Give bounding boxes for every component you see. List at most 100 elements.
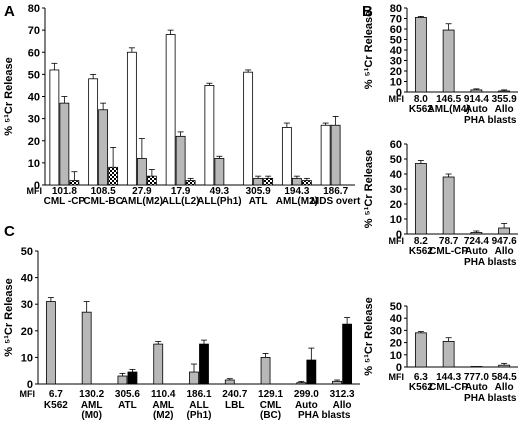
category-label-c-0: K562 bbox=[44, 400, 68, 411]
y-tick-label-b-80: 80 bbox=[390, 3, 402, 15]
mfi-value-b-2: 914.4 bbox=[464, 94, 489, 105]
y-axis-label-b3: % ⁵¹Cr Release bbox=[363, 297, 375, 376]
mfi-value-a-3: 17.9 bbox=[171, 186, 191, 197]
y-tick-label-b2-0: 0 bbox=[396, 229, 402, 241]
bar-c-gray-5 bbox=[224, 379, 235, 385]
mfi-value-a-2: 27.9 bbox=[132, 186, 152, 197]
bar-a-white-4 bbox=[204, 85, 215, 186]
bar-a-gray-4 bbox=[214, 158, 225, 186]
category-label-b2-2: Auto bbox=[465, 246, 488, 257]
y-tick-label-a-0: 0 bbox=[34, 180, 40, 192]
category-label-c-4: ALL bbox=[189, 400, 208, 411]
category-label-a-2: AML(M2) bbox=[121, 196, 163, 207]
category-label-b3-2: Auto bbox=[465, 382, 488, 393]
category-label-c-7: Auto bbox=[295, 400, 318, 411]
y-tick-label-b3-30: 30 bbox=[390, 325, 402, 337]
mfi-value-c-1: 130.2 bbox=[79, 389, 104, 400]
mfi-value-b-0: 8.0 bbox=[414, 94, 428, 105]
y-tick-label-b2-40: 40 bbox=[390, 169, 402, 181]
bar-a-white-0 bbox=[49, 69, 60, 186]
mfi-value-b2-1: 78.7 bbox=[439, 236, 459, 247]
category-sublabel-c-3: (M2) bbox=[153, 410, 174, 421]
mfi-value-a-5: 305.9 bbox=[246, 186, 271, 197]
y-tick-label-b2-50: 50 bbox=[390, 154, 402, 166]
mfi-value-b2-3: 947.6 bbox=[492, 236, 517, 247]
mfi-value-c-4: 186.1 bbox=[186, 389, 211, 400]
y-tick-label-c-0: 0 bbox=[27, 379, 33, 391]
mfi-value-b2-2: 724.4 bbox=[464, 236, 489, 247]
bar-c-gray-7 bbox=[296, 382, 307, 385]
bar-c-gray-3 bbox=[153, 343, 164, 385]
category-label-b-0: K562 bbox=[409, 104, 433, 115]
y-tick-label-a-80: 80 bbox=[28, 3, 40, 15]
bar-a-checker-2 bbox=[146, 175, 157, 186]
bar-a-white-2 bbox=[126, 51, 137, 186]
y-tick-label-c-30: 30 bbox=[21, 299, 33, 311]
group-label-b2: PHA blasts bbox=[464, 257, 517, 268]
y-tick-label-b3-50: 50 bbox=[390, 301, 402, 313]
mfi-value-b2-0: 8.2 bbox=[414, 236, 428, 247]
bar-a-white-1 bbox=[88, 78, 99, 186]
y-tick-label-a-70: 70 bbox=[28, 25, 40, 37]
bar-a-checker-1 bbox=[108, 166, 119, 186]
bar-a-checker-5 bbox=[263, 177, 274, 186]
mfi-value-b-1: 146.5 bbox=[436, 94, 461, 105]
mfi-value-b-3: 355.9 bbox=[492, 94, 517, 105]
category-sublabel-c-4: (Ph1) bbox=[187, 410, 212, 421]
bar-c-black-4 bbox=[199, 343, 209, 385]
bar-a-white-5 bbox=[243, 71, 254, 186]
bar-a-gray-2 bbox=[136, 158, 147, 186]
mfi-value-a-6: 194.3 bbox=[284, 186, 309, 197]
category-label-c-6: CML bbox=[260, 400, 282, 411]
bar-b-gray-0 bbox=[414, 17, 427, 93]
bar-c-gray-6 bbox=[260, 356, 271, 385]
category-label-a-0: CML -CP bbox=[44, 196, 86, 207]
category-label-b2-1: CML-CP bbox=[429, 246, 468, 257]
mfi-value-a-1: 108.5 bbox=[91, 186, 116, 197]
bar-a-white-7 bbox=[320, 124, 331, 186]
bar-c-gray-2 bbox=[117, 375, 128, 385]
mfi-value-c-2: 305.6 bbox=[115, 389, 140, 400]
category-label-a-1: CML-BC bbox=[83, 196, 122, 207]
category-sublabel-c-6: (BC) bbox=[260, 410, 281, 421]
bar-c-gray-1 bbox=[81, 311, 92, 385]
bar-c-gray-8 bbox=[332, 380, 343, 385]
bar-c-black-7 bbox=[306, 359, 317, 385]
y-tick-label-a-30: 30 bbox=[28, 114, 40, 126]
group-label-b3: PHA blasts bbox=[464, 393, 517, 404]
y-tick-label-b3-0: 0 bbox=[396, 362, 402, 374]
category-label-c-3: AML bbox=[152, 400, 174, 411]
mfi-value-c-7: 299.0 bbox=[294, 389, 319, 400]
y-tick-label-b-30: 30 bbox=[390, 56, 402, 68]
group-label-b: PHA blasts bbox=[464, 115, 517, 126]
y-tick-label-a-10: 10 bbox=[28, 158, 40, 170]
category-label-b3-3: Allo bbox=[495, 382, 514, 393]
y-tick-label-b3-20: 20 bbox=[390, 338, 402, 350]
bar-b3-gray-1 bbox=[442, 340, 455, 368]
bar-a-gray-3 bbox=[175, 135, 186, 186]
bar-a-checker-0 bbox=[69, 180, 80, 186]
mfi-value-b3-2: 777.0 bbox=[464, 372, 489, 383]
y-tick-label-b2-60: 60 bbox=[390, 139, 402, 151]
category-label-c-8: Allo bbox=[333, 400, 352, 411]
y-axis-label-a: % ⁵¹Cr Release bbox=[3, 57, 15, 136]
mfi-label-b: MFI bbox=[389, 94, 405, 104]
category-label-b2-3: Allo bbox=[495, 246, 514, 257]
mfi-value-c-6: 129.1 bbox=[258, 389, 283, 400]
y-axis-label-b: % ⁵¹Cr Release bbox=[363, 11, 375, 90]
category-label-c-1: AML bbox=[81, 400, 103, 411]
bar-c-gray-0 bbox=[45, 301, 56, 385]
bar-c-black-2 bbox=[127, 371, 138, 385]
y-tick-label-b-70: 70 bbox=[390, 14, 402, 26]
category-label-b-2: Auto bbox=[465, 104, 488, 115]
bar-b-gray-1 bbox=[442, 29, 455, 93]
y-tick-label-b-60: 60 bbox=[390, 24, 402, 36]
bar-b3-gray-2 bbox=[470, 366, 483, 368]
y-tick-label-b-0: 0 bbox=[396, 87, 402, 99]
category-label-b3-0: K562 bbox=[409, 382, 433, 393]
y-tick-label-b3-40: 40 bbox=[390, 313, 402, 325]
